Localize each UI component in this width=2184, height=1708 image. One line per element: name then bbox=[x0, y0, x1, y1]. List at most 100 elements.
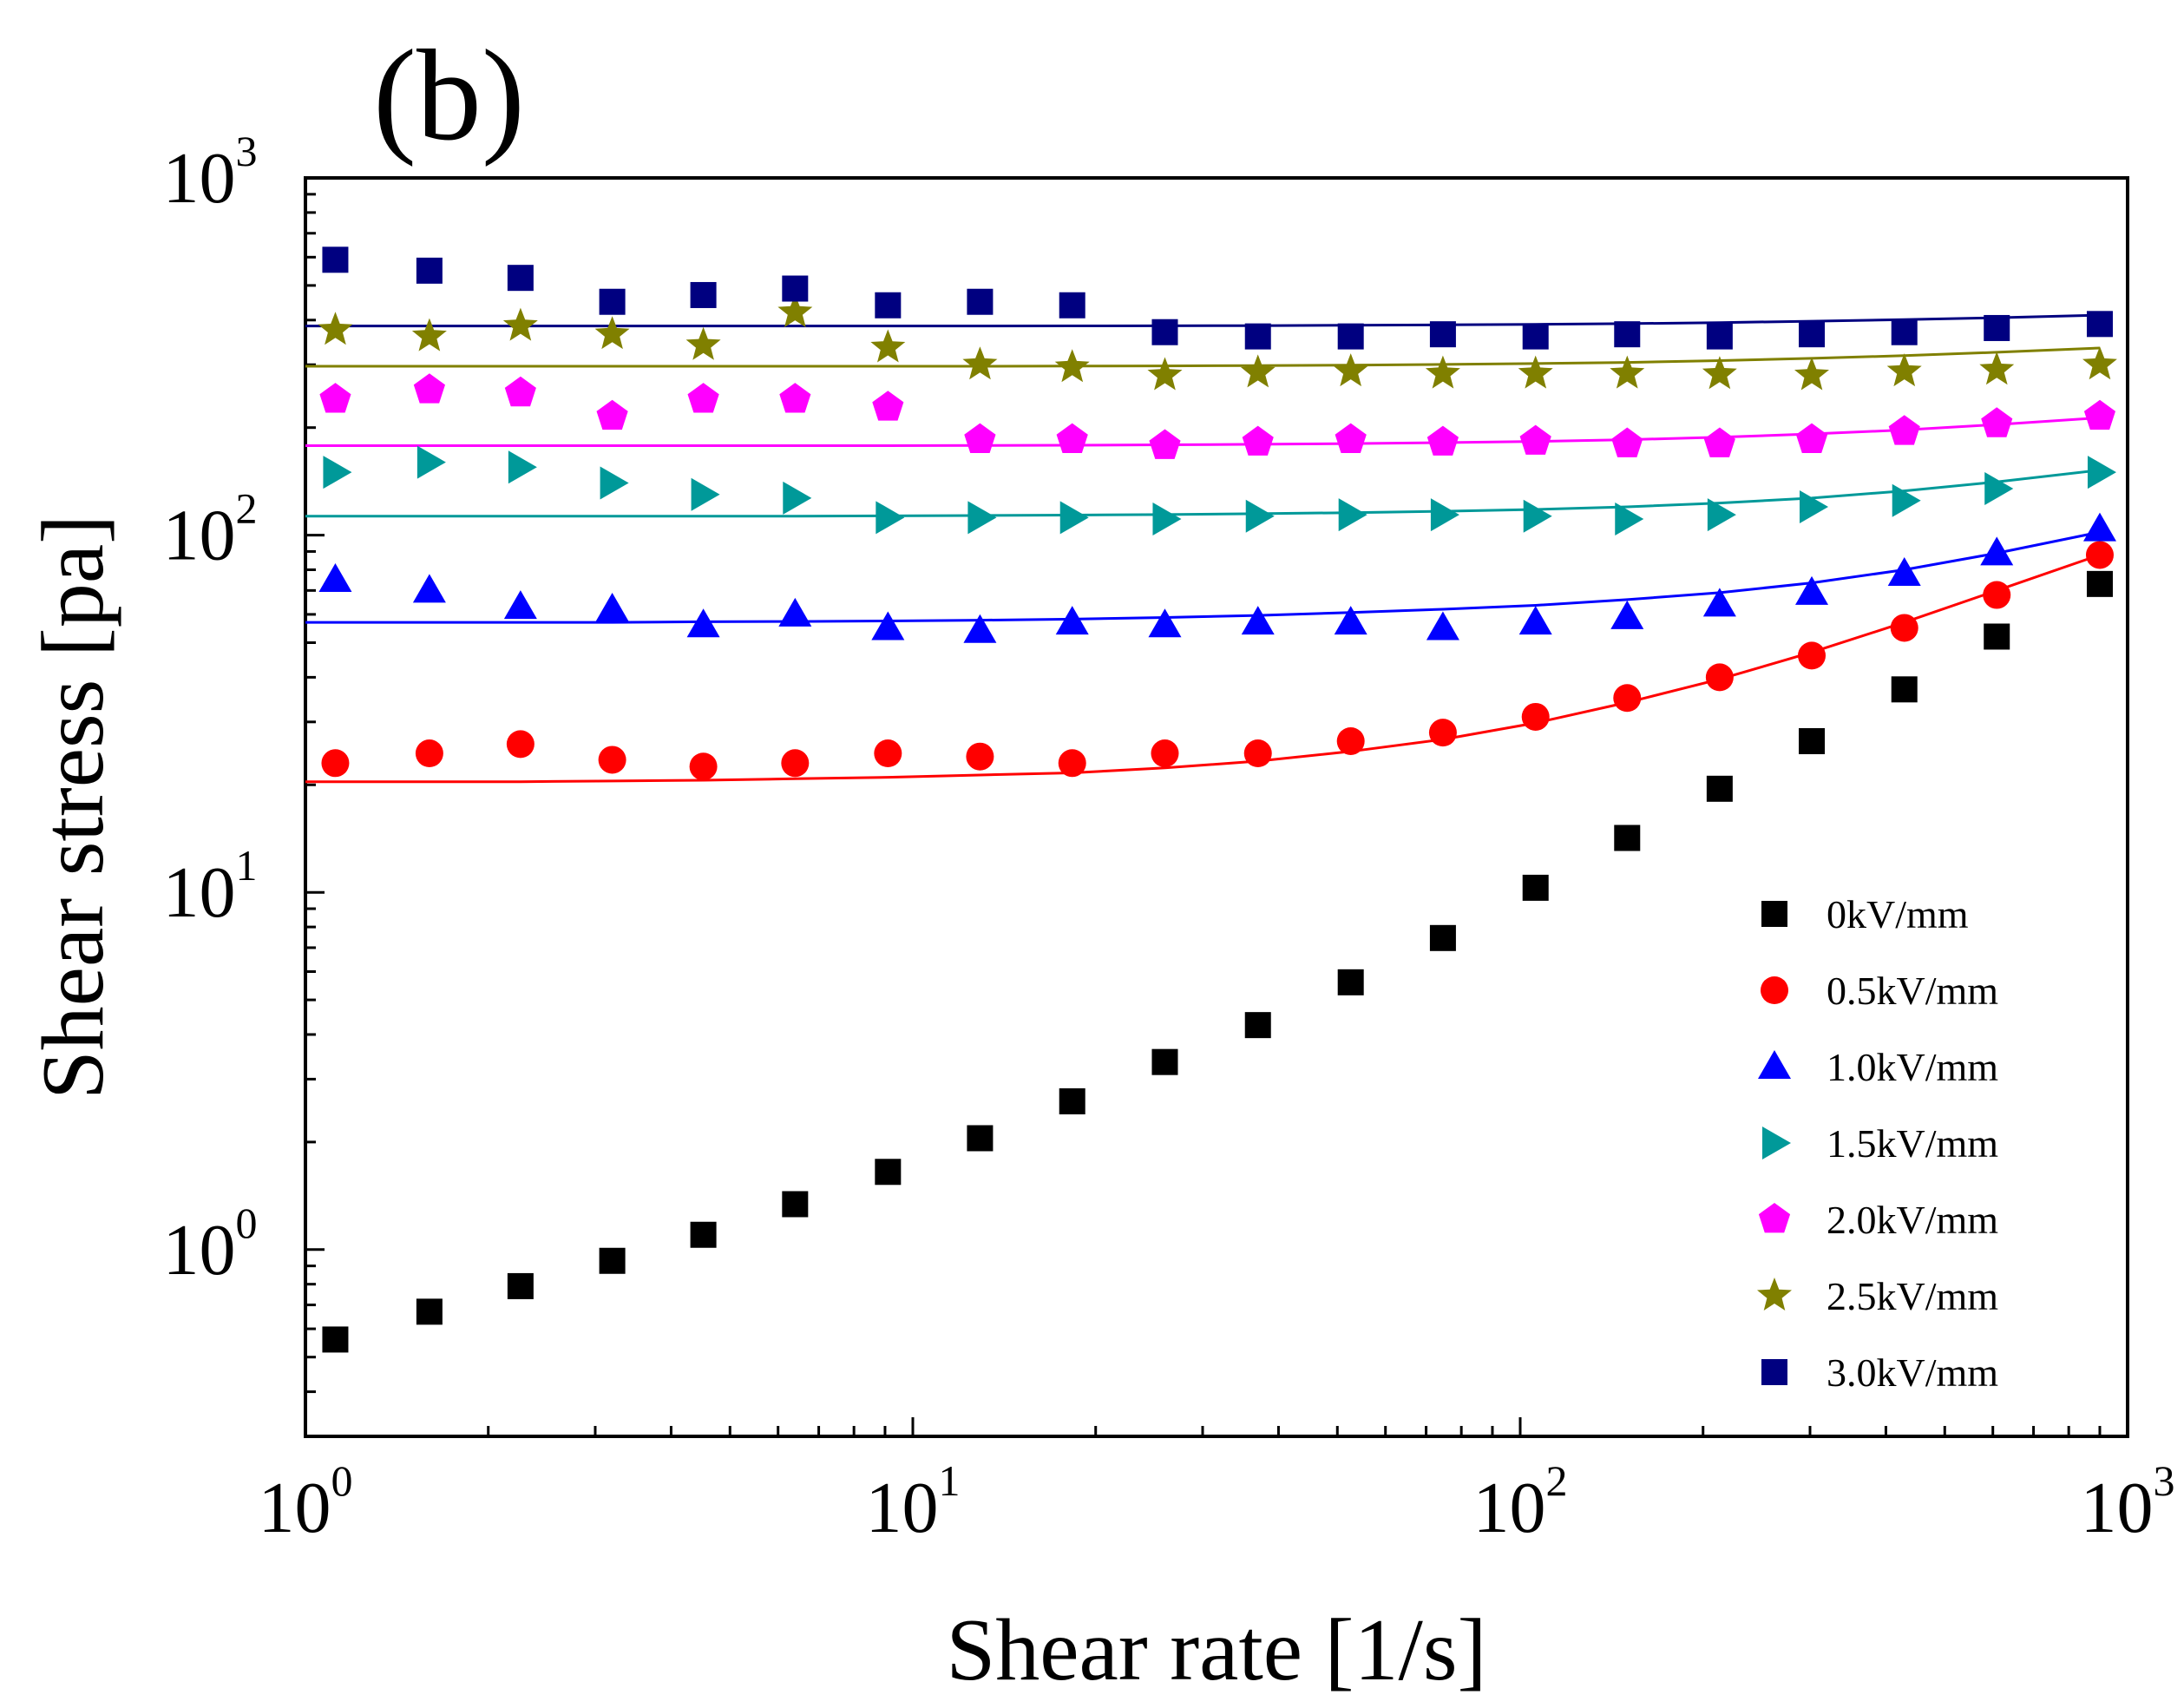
data-point-series-0 bbox=[1244, 1012, 1271, 1039]
data-point-series-0 bbox=[599, 1247, 626, 1274]
data-point-series-0 bbox=[1522, 874, 1549, 901]
data-point-series-4 bbox=[872, 391, 904, 421]
x-tick-label: 102 bbox=[1473, 1456, 1568, 1548]
fit-line-series-5 bbox=[305, 346, 2101, 368]
data-point-series-4 bbox=[319, 383, 351, 413]
data-point-series-4 bbox=[1242, 425, 1274, 456]
data-point-series-2 bbox=[503, 590, 537, 620]
data-point-series-0 bbox=[967, 1125, 994, 1152]
fit-line-series-1 bbox=[305, 553, 2101, 784]
data-point-series-3 bbox=[1523, 499, 1552, 533]
data-point-series-6 bbox=[322, 246, 349, 273]
data-point-series-4 bbox=[1981, 407, 2013, 437]
data-point-series-5 bbox=[1333, 353, 1368, 387]
data-point-series-2 bbox=[1334, 606, 1367, 635]
data-point-series-3 bbox=[967, 501, 997, 535]
data-point-series-3 bbox=[1430, 498, 1459, 532]
data-point-series-5 bbox=[411, 318, 447, 351]
data-point-series-3 bbox=[1800, 490, 1829, 524]
data-point-series-4 bbox=[1611, 427, 1643, 457]
data-point-series-1 bbox=[1983, 581, 2011, 609]
data-point-series-4 bbox=[1335, 423, 1367, 453]
data-point-series-2 bbox=[1241, 606, 1275, 635]
data-point-series-1 bbox=[689, 752, 718, 781]
fit-line-series-6 bbox=[305, 313, 2101, 328]
data-point-series-2 bbox=[871, 611, 905, 640]
data-point-series-4 bbox=[1888, 415, 1920, 445]
data-point-series-1 bbox=[415, 739, 443, 768]
data-point-series-1 bbox=[1705, 663, 1734, 692]
data-point-series-0 bbox=[1706, 775, 1733, 802]
data-point-series-0 bbox=[1614, 824, 1641, 851]
data-point-series-3 bbox=[1984, 471, 2014, 505]
data-point-series-4 bbox=[2083, 399, 2115, 430]
legend-marker-2 bbox=[1758, 1050, 1791, 1079]
data-point-series-1 bbox=[1798, 641, 1827, 670]
fit-line-series-3 bbox=[305, 469, 2101, 518]
data-point-series-3 bbox=[416, 445, 446, 479]
data-point-series-1 bbox=[1428, 719, 1457, 747]
data-point-series-2 bbox=[1148, 608, 1182, 638]
data-point-series-6 bbox=[782, 275, 809, 302]
legend-marker-6 bbox=[1761, 1359, 1787, 1385]
data-point-series-5 bbox=[1240, 354, 1276, 388]
axis-ticks: 100 101 102 103 100 101 102 103 bbox=[163, 127, 2175, 1548]
data-point-series-4 bbox=[1703, 427, 1735, 457]
legend-label-3: 1.5kV/mm bbox=[1827, 1121, 1998, 1166]
data-point-series-0 bbox=[2086, 570, 2113, 597]
data-point-series-0 bbox=[416, 1298, 443, 1325]
data-point-series-0 bbox=[1337, 969, 1364, 995]
data-point-series-3 bbox=[600, 466, 629, 500]
legend-marker-3 bbox=[1762, 1127, 1791, 1159]
x-tick-label: 101 bbox=[866, 1456, 961, 1548]
data-point-series-2 bbox=[1887, 557, 1921, 587]
x-tick-label: 103 bbox=[2081, 1456, 2175, 1548]
data-point-series-1 bbox=[2085, 541, 2114, 569]
y-tick-label: 102 bbox=[163, 484, 258, 576]
data-point-series-3 bbox=[783, 481, 812, 515]
data-point-series-5 bbox=[1702, 356, 1737, 390]
fit-line-series-4 bbox=[305, 416, 2101, 447]
data-point-series-1 bbox=[1613, 684, 1642, 713]
data-point-series-1 bbox=[874, 739, 902, 768]
data-point-series-4 bbox=[1056, 423, 1088, 453]
data-point-series-2 bbox=[1702, 588, 1736, 617]
data-point-series-5 bbox=[870, 329, 906, 363]
data-point-series-6 bbox=[1706, 323, 1733, 350]
data-point-series-6 bbox=[1244, 323, 1271, 350]
data-point-series-1 bbox=[598, 746, 626, 774]
data-point-series-3 bbox=[508, 450, 537, 484]
data-point-series-3 bbox=[876, 501, 905, 535]
data-point-series-3 bbox=[323, 456, 352, 489]
data-point-series-5 bbox=[2082, 346, 2117, 380]
data-point-series-2 bbox=[412, 574, 446, 603]
data-point-series-6 bbox=[1522, 323, 1549, 350]
data-point-series-4 bbox=[413, 373, 445, 404]
data-point-series-6 bbox=[1614, 321, 1641, 348]
data-point-series-4 bbox=[1795, 423, 1828, 453]
data-point-series-4 bbox=[596, 399, 628, 430]
data-point-series-0 bbox=[322, 1326, 349, 1353]
data-point-series-4 bbox=[1426, 425, 1459, 456]
legend-label-1: 0.5kV/mm bbox=[1827, 969, 1998, 1013]
data-point-series-6 bbox=[507, 265, 534, 292]
data-point-series-2 bbox=[1980, 536, 2014, 566]
data-point-series-3 bbox=[1245, 499, 1275, 533]
data-point-series-2 bbox=[1518, 606, 1552, 635]
data-point-series-3 bbox=[1615, 502, 1644, 535]
data-point-series-0 bbox=[1429, 924, 1456, 951]
data-point-series-0 bbox=[1059, 1087, 1085, 1114]
legend-label-5: 2.5kV/mm bbox=[1827, 1274, 1998, 1318]
data-point-series-1 bbox=[1336, 726, 1365, 755]
data-point-series-5 bbox=[1794, 357, 1829, 391]
data-point-series-5 bbox=[777, 294, 813, 328]
data-markers bbox=[318, 246, 2117, 1353]
data-point-series-4 bbox=[779, 383, 811, 413]
data-point-series-0 bbox=[1799, 727, 1826, 754]
data-point-series-0 bbox=[1891, 676, 1918, 703]
data-point-series-6 bbox=[1429, 321, 1456, 348]
data-point-series-6 bbox=[1059, 292, 1085, 319]
data-point-series-5 bbox=[502, 307, 538, 341]
data-point-series-6 bbox=[599, 288, 626, 315]
data-point-series-6 bbox=[967, 288, 994, 315]
